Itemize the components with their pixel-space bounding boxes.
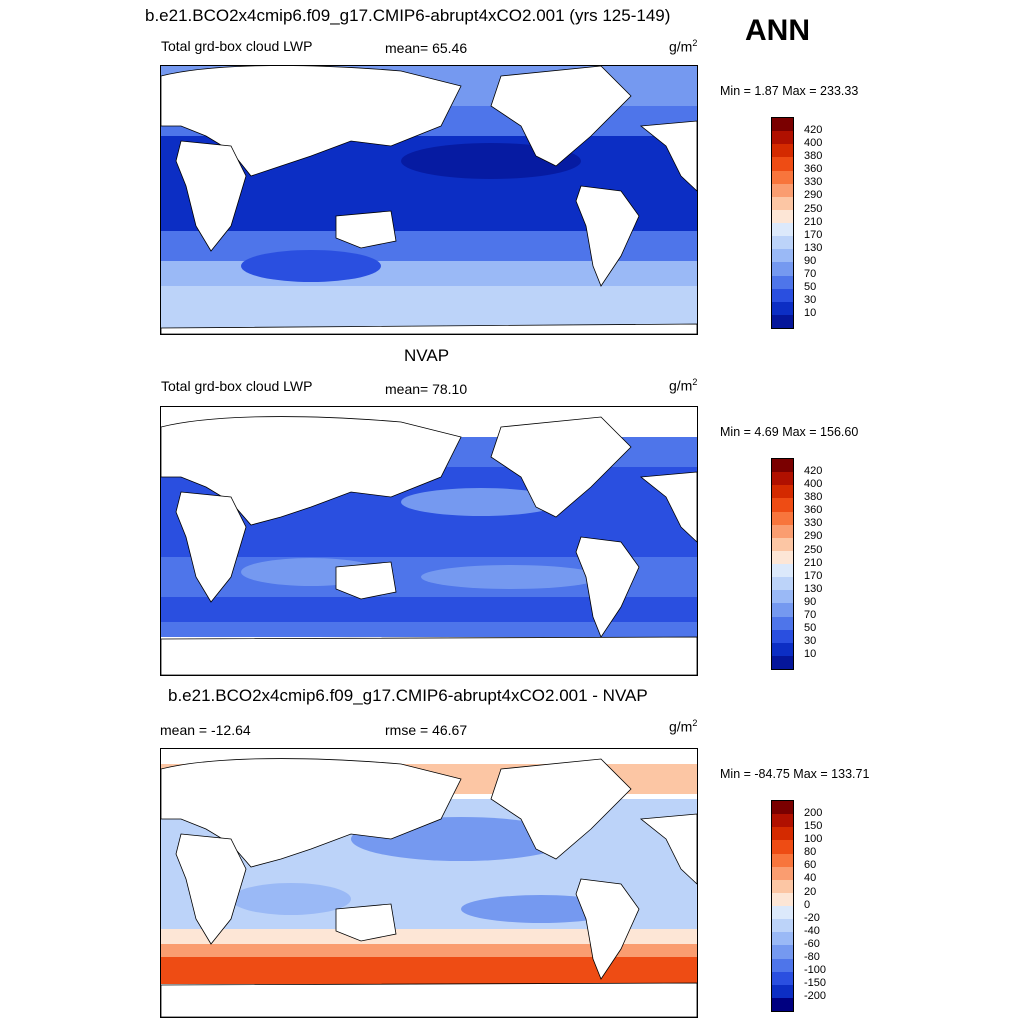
panel1-mean-label: mean= 65.46 bbox=[385, 40, 468, 56]
panel3-rmse-label: rmse = 46.67 bbox=[385, 722, 468, 738]
panel1-model-map bbox=[160, 65, 698, 335]
panel2-minmax: Min = 4.69 Max = 156.60 bbox=[720, 425, 859, 439]
panel3-header: b.e21.BCO2x4cmip6.f09_g17.CMIP6-abrupt4x… bbox=[168, 686, 648, 705]
panel2-colorbar-labels: 420 400 380 360 330 290 250 210 170 130 90 70 50 30 10 bbox=[804, 465, 823, 661]
panel3-colorbar-labels: 200 150 100 80 60 40 20 0 -20 -40 -60 -80 -100 -150 -2… bbox=[804, 807, 827, 1003]
panel3-difference-map bbox=[160, 748, 698, 1018]
panel2-mean-label: mean= 78.10 bbox=[385, 381, 468, 397]
panel1-minmax: Min = 1.87 Max = 233.33 bbox=[720, 84, 859, 98]
panel1-variable-label: Total grd-box cloud LWP bbox=[161, 38, 313, 54]
panel1-units: g/m2 bbox=[669, 38, 698, 55]
season-label: ANN bbox=[745, 14, 810, 47]
panel3-units: g/m2 bbox=[669, 718, 698, 735]
panel2-units: g/m2 bbox=[669, 377, 698, 394]
panel3-mean-label: mean = -12.64 bbox=[160, 722, 251, 738]
panel3-minmax: Min = -84.75 Max = 133.71 bbox=[720, 767, 870, 781]
panel2-nvap-map bbox=[160, 406, 698, 676]
panel2-variable-label: Total grd-box cloud LWP bbox=[161, 378, 313, 394]
panel2-colorbar bbox=[771, 458, 794, 670]
panel1-colorbar bbox=[771, 117, 794, 329]
panel2-header: NVAP bbox=[404, 346, 450, 365]
panel1-colorbar-labels: 420 400 380 360 330 290 250 210 170 130 90 70 50 30 10 bbox=[804, 124, 823, 320]
figure-title: b.e21.BCO2x4cmip6.f09_g17.CMIP6-abrupt4x… bbox=[145, 6, 671, 25]
panel3-colorbar bbox=[771, 800, 794, 1012]
